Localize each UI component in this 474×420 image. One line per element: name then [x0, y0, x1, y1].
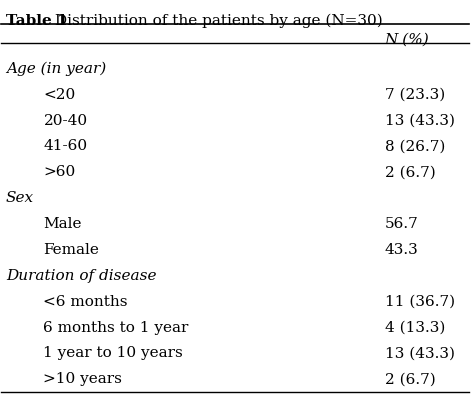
Text: Female: Female [44, 243, 100, 257]
Text: 11 (36.7): 11 (36.7) [384, 295, 455, 309]
Text: 56.7: 56.7 [384, 217, 418, 231]
Text: 1 year to 10 years: 1 year to 10 years [44, 346, 183, 360]
Text: 13 (43.3): 13 (43.3) [384, 346, 455, 360]
Text: 43.3: 43.3 [384, 243, 418, 257]
Text: 7 (23.3): 7 (23.3) [384, 88, 445, 102]
Text: 13 (43.3): 13 (43.3) [384, 114, 455, 128]
Text: <20: <20 [44, 88, 76, 102]
Text: 8 (26.7): 8 (26.7) [384, 139, 445, 153]
Text: 2 (6.7): 2 (6.7) [384, 372, 435, 386]
Text: Distribution of the patients by age (N=30): Distribution of the patients by age (N=3… [50, 14, 383, 28]
Text: >60: >60 [44, 165, 76, 179]
Text: Table 1: Table 1 [6, 14, 68, 28]
Text: Age (in year): Age (in year) [6, 62, 106, 76]
Text: 6 months to 1 year: 6 months to 1 year [44, 320, 189, 335]
Text: 4 (13.3): 4 (13.3) [384, 320, 445, 335]
Text: Sex: Sex [6, 191, 34, 205]
Text: 20-40: 20-40 [44, 114, 88, 128]
Text: <6 months: <6 months [44, 295, 128, 309]
Text: 2 (6.7): 2 (6.7) [384, 165, 435, 179]
Text: >10 years: >10 years [44, 372, 122, 386]
Text: Male: Male [44, 217, 82, 231]
Text: Duration of disease: Duration of disease [6, 269, 156, 283]
Text: 41-60: 41-60 [44, 139, 88, 153]
Text: N (%): N (%) [384, 33, 429, 47]
